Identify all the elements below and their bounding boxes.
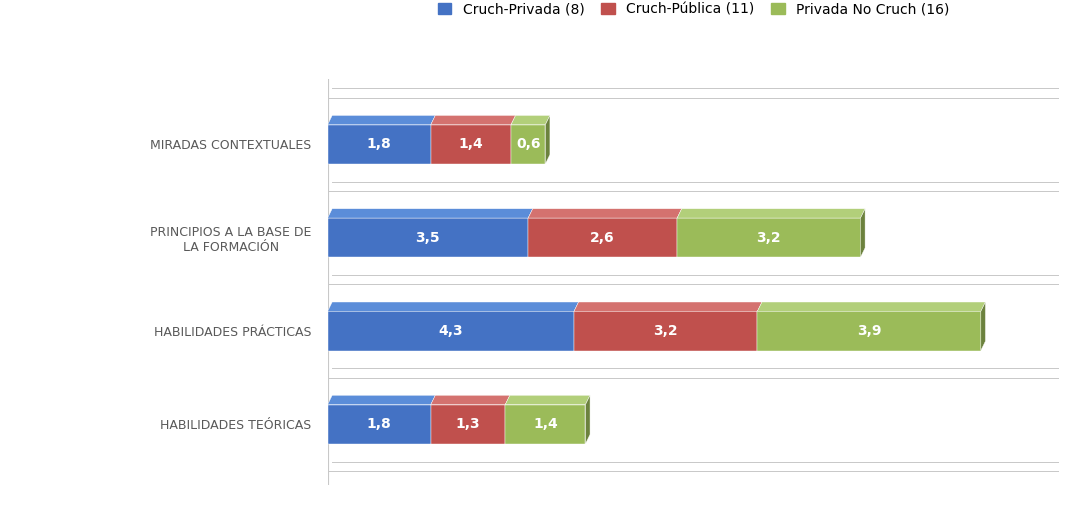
Polygon shape (860, 209, 865, 257)
Polygon shape (511, 125, 545, 164)
Polygon shape (585, 395, 590, 444)
Polygon shape (328, 405, 430, 444)
Text: 1,4: 1,4 (459, 138, 484, 151)
Polygon shape (328, 125, 430, 164)
Text: 1,4: 1,4 (533, 417, 558, 431)
Text: 3,2: 3,2 (757, 231, 781, 245)
Polygon shape (328, 115, 436, 125)
Polygon shape (328, 218, 529, 257)
Polygon shape (574, 302, 762, 311)
Polygon shape (328, 209, 533, 218)
Text: 0,6: 0,6 (515, 138, 541, 151)
Polygon shape (677, 218, 860, 257)
Polygon shape (328, 302, 579, 311)
Polygon shape (529, 218, 677, 257)
Text: 4,3: 4,3 (439, 324, 463, 338)
Polygon shape (506, 405, 585, 444)
Polygon shape (758, 311, 981, 350)
Polygon shape (529, 209, 681, 218)
Polygon shape (677, 209, 865, 218)
Polygon shape (328, 395, 436, 405)
Polygon shape (545, 115, 550, 164)
Polygon shape (981, 302, 985, 350)
Polygon shape (511, 115, 550, 125)
Text: 3,2: 3,2 (653, 324, 678, 338)
Text: 2,6: 2,6 (591, 231, 615, 245)
Polygon shape (430, 125, 511, 164)
Legend: Cruch-Privada (8), Cruch-Pública (11), Privada No Cruch (16): Cruch-Privada (8), Cruch-Pública (11), P… (432, 0, 954, 22)
Polygon shape (430, 395, 510, 405)
Text: 1,3: 1,3 (455, 417, 480, 431)
Polygon shape (328, 311, 574, 350)
Polygon shape (574, 311, 758, 350)
Text: 1,8: 1,8 (367, 138, 392, 151)
Polygon shape (430, 115, 515, 125)
Text: 3,5: 3,5 (416, 231, 440, 245)
Polygon shape (506, 395, 590, 405)
Text: 3,9: 3,9 (857, 324, 881, 338)
Polygon shape (758, 302, 985, 311)
Polygon shape (430, 405, 506, 444)
Text: 1,8: 1,8 (367, 417, 392, 431)
